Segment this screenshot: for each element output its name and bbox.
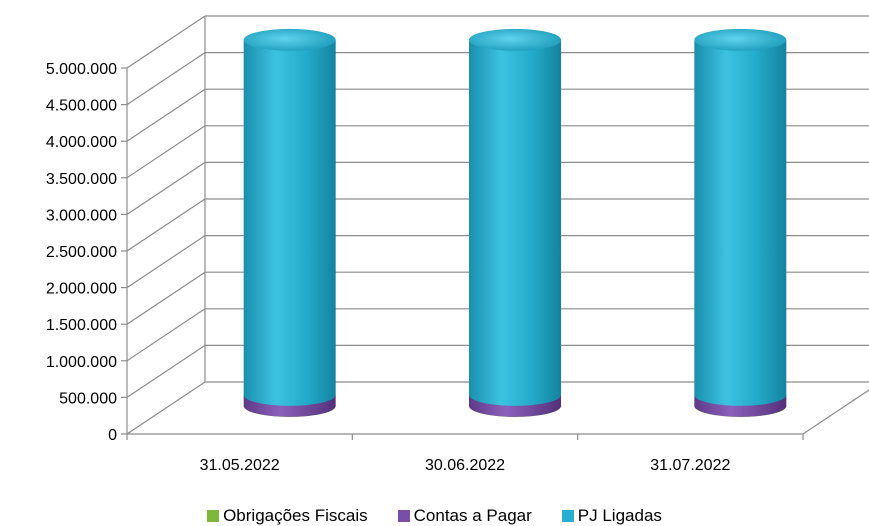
gridline-side — [126, 308, 206, 362]
y-tick-label: 1.500.000 — [46, 317, 117, 334]
gridline-side — [126, 125, 206, 179]
legend-item-contas: Contas a Pagar — [397, 506, 532, 526]
y-tick-label: 4.500.000 — [46, 98, 117, 115]
bar-top — [243, 28, 336, 51]
gridline-side — [126, 344, 206, 398]
chart-y-axis: 0 500.000 1.000.000 1.500.000 2.000.000 2.500… — [46, 61, 127, 444]
bar-segment — [469, 28, 561, 406]
y-tick-label: 0 — [108, 427, 117, 444]
legend-item-obrigacoes: Obrigações Fiscais — [207, 506, 368, 526]
y-tick-label: 1.000.000 — [46, 354, 117, 371]
x-tick-label: 31.07.2022 — [650, 457, 730, 474]
gridline-side — [126, 161, 206, 215]
gridline-side — [126, 15, 206, 69]
legend-label-contas: Contas a Pagar — [413, 506, 532, 525]
legend-swatch-obrigacoes — [207, 510, 220, 522]
y-tick-label: 3.500.000 — [46, 171, 117, 188]
y-tick-label: 3.000.000 — [46, 207, 117, 224]
legend-swatch-contas — [397, 510, 410, 522]
bar-top — [469, 28, 561, 51]
legend-item-pj: PJ Ligadas — [561, 506, 662, 526]
gridline-side — [126, 52, 206, 106]
y-tick-label: 4.000.000 — [46, 134, 117, 151]
y-tick-label: 2.500.000 — [46, 244, 117, 261]
gridline-side — [126, 198, 206, 252]
bar-body — [243, 39, 336, 406]
bar-segment — [694, 28, 787, 406]
x-tick-label: 30.06.2022 — [425, 457, 505, 474]
legend-swatch-pj — [561, 510, 574, 522]
gridline-side — [126, 235, 206, 289]
bar-body — [469, 39, 561, 406]
chart-x-axis: 31.05.2022 30.06.2022 31.07.2022 — [126, 434, 804, 474]
x-tick-label: 31.05.2022 — [200, 457, 280, 474]
gridline-side — [126, 88, 206, 142]
gridline-side — [126, 381, 206, 435]
legend-label-obrigacoes: Obrigações Fiscais — [223, 506, 368, 525]
gridline-side — [126, 271, 206, 325]
chart-legend: Obrigações Fiscais Contas a Pagar PJ Lig… — [0, 506, 869, 526]
legend-label-pj: PJ Ligadas — [577, 506, 662, 525]
chart-bars — [243, 28, 787, 417]
y-tick-label: 5.000.000 — [46, 61, 117, 78]
bar-body — [694, 39, 787, 406]
y-tick-label: 500.000 — [59, 390, 117, 407]
y-tick-label: 2.000.000 — [46, 281, 117, 298]
bar-segment — [243, 28, 336, 406]
floor-right-edge — [802, 389, 869, 435]
bar-top — [694, 28, 787, 51]
